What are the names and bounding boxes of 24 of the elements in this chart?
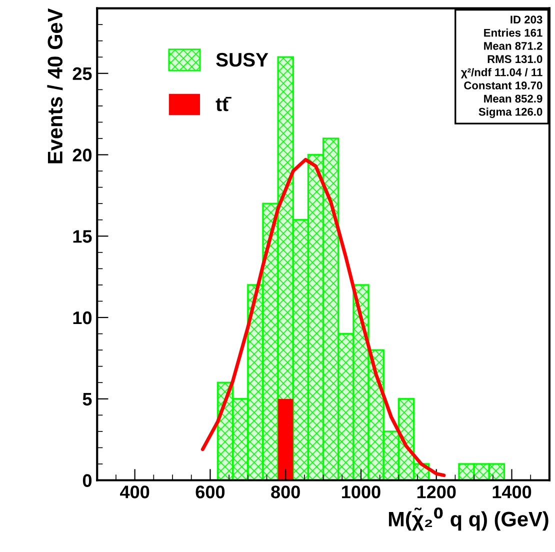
x-tick-label: 1000 <box>342 486 380 498</box>
annotation: Entries 161 <box>484 28 542 37</box>
annotation: Sigma 126.0 <box>478 108 542 118</box>
annotation: Mean 852.9 <box>484 94 542 103</box>
x-tick-label: 1200 <box>417 486 456 498</box>
annotation: RMS 131.0 <box>488 55 542 64</box>
legend-label: SUSY <box>216 52 268 67</box>
x-tick-label: 1400 <box>492 486 532 498</box>
y-tick-label: 0 <box>82 474 92 487</box>
y-tick-label: 15 <box>73 230 92 243</box>
y-tick-label: 25 <box>72 67 92 80</box>
x-axis-title: M(χ̃₂$^{0}$ q q) (GeV) <box>388 507 548 531</box>
legend-label: tt̄ <box>216 96 232 112</box>
y-tick-label: 10 <box>73 311 92 324</box>
annotation: χ²/ndf 11.04 / 11 <box>460 68 542 78</box>
annotation: Mean 871.2 <box>484 42 542 50</box>
x-tick-label: 600 <box>196 486 225 498</box>
y-axis-title: Events / 40 GeV <box>47 8 63 164</box>
annotation: ID 203 <box>510 16 542 24</box>
x-tick-label: 400 <box>120 486 150 498</box>
y-tick-label: 5 <box>82 392 92 406</box>
y-tick-label: 20 <box>72 148 92 162</box>
x-tick-label: 800 <box>271 486 300 498</box>
annotation: Constant 19.70 <box>464 82 542 90</box>
